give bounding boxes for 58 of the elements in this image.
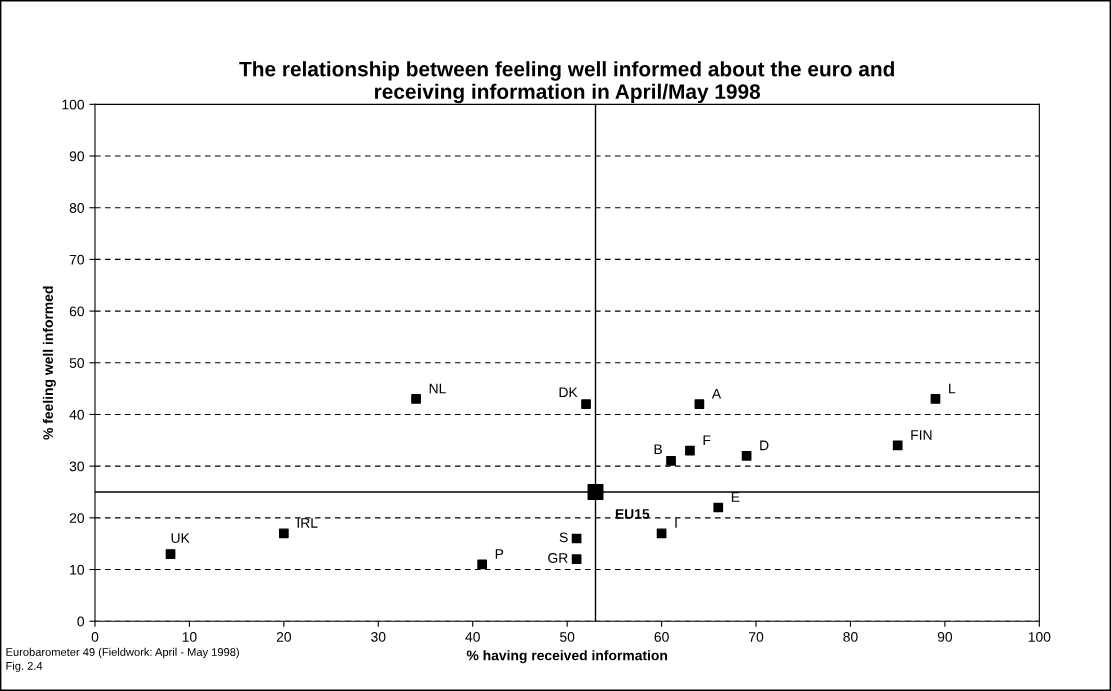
annotation: FIN: [911, 430, 932, 440]
x-axis-title: % having received information: [466, 650, 668, 664]
annotation: IRL: [297, 518, 318, 528]
point: [278, 528, 289, 539]
annotation: F: [703, 435, 711, 445]
point: [581, 399, 591, 409]
y-tick-label: 90: [69, 151, 85, 162]
x-tick-label: 50: [560, 631, 575, 642]
x-tick-label: 10: [182, 631, 197, 642]
point: [587, 484, 604, 500]
annotation: L: [949, 383, 956, 394]
y-axis-title: % feeling well informed: [42, 286, 56, 440]
x-tick-label: 90: [937, 631, 953, 642]
annotation: I: [675, 518, 677, 528]
annotation: B: [654, 444, 662, 454]
annotation: D: [760, 440, 769, 451]
point: [656, 528, 667, 539]
x-tick-label: 100: [1028, 631, 1051, 642]
chart-title: The relationship between feeling well informed about the euro and receiving information in April/May 1998: [239, 61, 894, 104]
point: [694, 399, 705, 409]
y-tick-label: 10: [70, 564, 85, 575]
y-tick-label: 70: [69, 254, 85, 265]
annotation: NL: [429, 383, 446, 394]
annotation: S: [559, 532, 568, 543]
x-tick-label: 20: [276, 631, 292, 642]
y-tick-label: 60: [69, 306, 85, 317]
point: [741, 450, 752, 461]
point: [685, 445, 695, 456]
y-tick-label: 20: [69, 513, 85, 523]
x-tick-label: 0: [91, 631, 99, 642]
y-tick-label: 80: [69, 203, 85, 213]
y-tick-label: 30: [69, 461, 85, 472]
annotation: EU15: [615, 509, 650, 519]
y-tick-label: 50: [69, 358, 85, 368]
annotation: P: [495, 549, 504, 559]
point: [571, 554, 582, 565]
point: [165, 549, 176, 559]
point: [477, 559, 488, 570]
annotation: DK: [559, 387, 578, 398]
x-tick-label: 70: [749, 631, 764, 642]
annotation: E: [731, 492, 740, 502]
text: Eurobarometer 49 (Fieldwork: April - May 1998): [6, 647, 239, 659]
x-tick-label: 40: [465, 631, 480, 642]
point: [411, 394, 421, 404]
y-tick-label: 0: [77, 616, 85, 627]
point: [713, 502, 724, 513]
caption: Fig. 2.4: [6, 661, 43, 672]
point: [892, 440, 903, 451]
annotation: A: [711, 388, 722, 399]
y-tick-label: 40: [69, 409, 85, 420]
x-tick-label: 30: [371, 631, 386, 642]
x-tick-label: 60: [654, 631, 669, 642]
point: [666, 456, 676, 466]
annotation: GR: [548, 553, 568, 563]
y-tick-label: 100: [62, 99, 85, 110]
x-tick-label: 80: [843, 631, 858, 642]
annotation: UK: [171, 533, 190, 543]
point: [930, 394, 941, 404]
